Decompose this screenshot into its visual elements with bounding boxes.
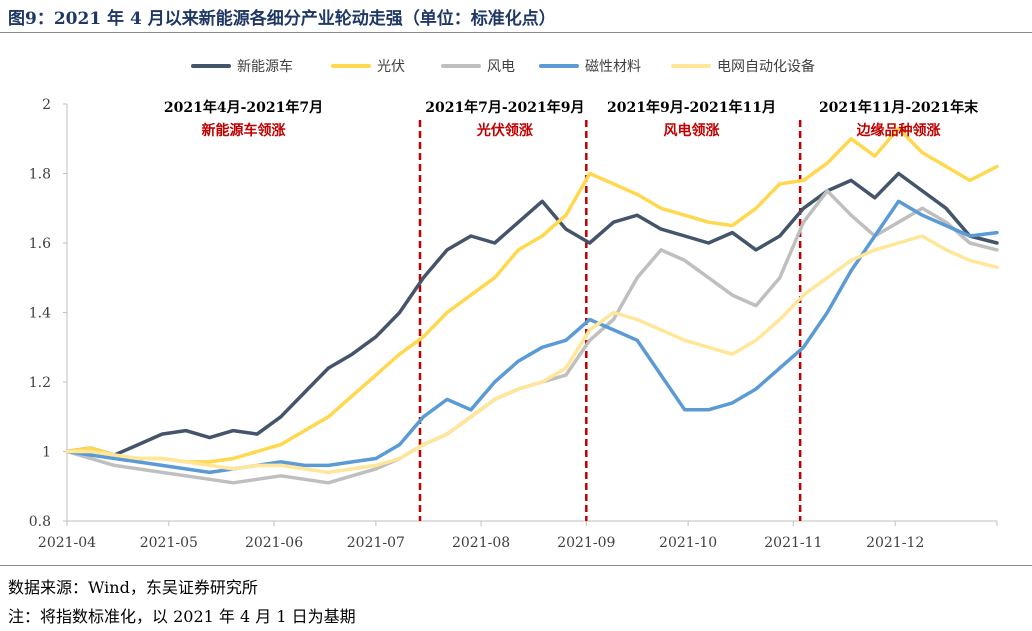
x-tick-label: 2021-08 xyxy=(452,535,510,551)
y-tick-label: 1.8 xyxy=(29,167,51,183)
source-note: 数据来源：Wind，东吴证券研究所 xyxy=(8,578,258,597)
series-line-3 xyxy=(65,189,999,485)
period-leader: 新能源车领涨 xyxy=(201,122,285,139)
series-line-2 xyxy=(65,126,999,464)
footer-divider xyxy=(0,565,1032,566)
series-line-1 xyxy=(65,171,999,457)
x-tick-label: 2021-06 xyxy=(245,535,303,551)
legend-label-3: 风电 xyxy=(487,59,515,75)
line-chart: 新能源车 光伏 风电 磁性材料 电网自动化设备 0.8 1 1.2 1.4 1.6 1.8 2 202… xyxy=(29,58,999,551)
y-tick-label: 2 xyxy=(42,97,51,113)
legend-label-1: 新能源车 xyxy=(237,58,293,75)
x-tick-label: 2021-11 xyxy=(764,535,822,551)
y-tick-label: 1.4 xyxy=(29,306,51,322)
period-title: 2021年7月-2021年9月 xyxy=(425,99,584,116)
series-line-5 xyxy=(65,234,999,475)
legend-label-2: 光伏 xyxy=(377,59,405,75)
period-leader: 光伏领涨 xyxy=(476,122,533,139)
title-divider xyxy=(0,32,1032,33)
y-tick-label: 0.8 xyxy=(29,514,51,530)
y-tick-label: 1.6 xyxy=(29,236,51,252)
chart-title: 图9：2021 年 4 月以来新能源各细分产业轮动走强（单位：标准化点） xyxy=(8,9,556,29)
axes: 0.8 1 1.2 1.4 1.6 1.8 2 2021-04 2021-05 2021-06 20… xyxy=(29,97,998,551)
series-lines xyxy=(65,126,999,485)
y-tick-label: 1 xyxy=(42,445,51,461)
legend-label-5: 电网自动化设备 xyxy=(717,58,815,75)
y-tick-label: 1.2 xyxy=(29,375,51,391)
period-leader: 风电领涨 xyxy=(664,122,720,139)
period-title: 2021年4月-2021年7月 xyxy=(164,99,323,116)
legend: 新能源车 光伏 风电 磁性材料 电网自动化设备 xyxy=(191,58,815,75)
legend-label-4: 磁性材料 xyxy=(585,59,641,75)
period-leader: 边缘品种领涨 xyxy=(856,122,941,139)
x-tick-label: 2021-07 xyxy=(347,535,405,551)
period-title: 2021年9月-2021年11月 xyxy=(607,99,776,116)
x-tick-label: 2021-12 xyxy=(866,535,924,551)
x-tick-label: 2021-10 xyxy=(659,535,717,551)
x-tick-label: 2021-05 xyxy=(140,535,198,551)
period-title: 2021年11月-2021年末 xyxy=(819,99,979,116)
x-tick-label: 2021-04 xyxy=(38,535,96,551)
footnote: 注：将指数标准化，以 2021 年 4 月 1 日为基期 xyxy=(8,607,356,626)
x-tick-label: 2021-09 xyxy=(557,535,615,551)
series-line-4 xyxy=(65,199,999,475)
